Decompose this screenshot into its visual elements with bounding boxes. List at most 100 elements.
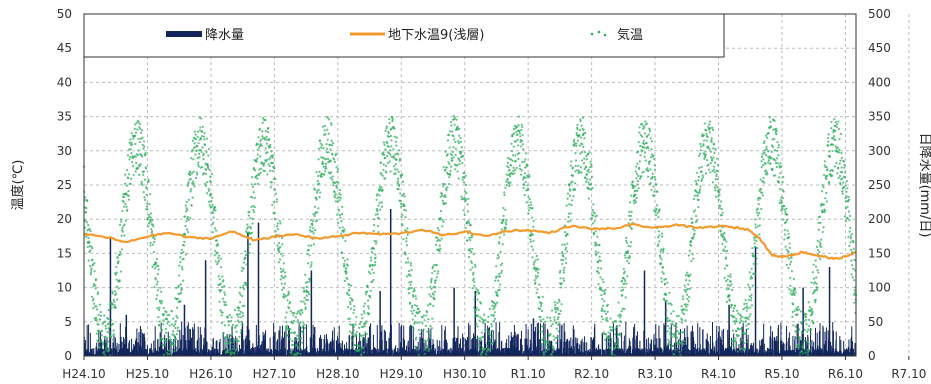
air-temp-point <box>473 263 477 266</box>
air-temp-point <box>657 243 660 246</box>
air-temp-point <box>559 309 562 313</box>
air-temp-point <box>202 172 206 175</box>
air-temp-point <box>626 275 629 278</box>
air-temp-point <box>285 321 288 324</box>
air-temp-point <box>492 314 495 318</box>
air-temp-point <box>678 331 681 335</box>
air-temp-point <box>630 227 633 231</box>
air-temp-point <box>457 139 460 143</box>
air-temp-point <box>331 175 334 178</box>
air-temp-point <box>369 296 372 299</box>
air-temp-point <box>586 152 590 156</box>
air-temp-point <box>525 165 528 168</box>
air-temp-point <box>606 335 609 338</box>
air-temp-point <box>467 255 471 259</box>
air-temp-point <box>547 348 550 351</box>
air-temp-point <box>615 325 618 329</box>
air-temp-point <box>428 293 431 296</box>
air-temp-point <box>549 332 552 336</box>
air-temp-point <box>95 305 98 308</box>
air-temp-point <box>608 346 612 350</box>
air-temp-point <box>213 254 216 257</box>
air-temp-point <box>424 324 427 327</box>
air-temp-point <box>662 272 665 275</box>
air-temp-point <box>563 279 566 282</box>
air-temp-point <box>251 185 255 189</box>
air-temp-point <box>311 224 314 227</box>
air-temp-point <box>590 163 593 166</box>
air-temp-point <box>656 190 659 193</box>
air-temp-point <box>539 305 543 308</box>
air-temp-point <box>354 343 357 347</box>
air-temp-point <box>266 173 269 176</box>
air-temp-point <box>418 310 421 313</box>
air-temp-point <box>131 165 135 168</box>
air-temp-point <box>486 320 490 324</box>
air-temp-point <box>93 261 96 265</box>
air-temp-point <box>369 272 372 275</box>
air-temp-point <box>655 214 658 217</box>
air-temp-point <box>111 290 114 293</box>
air-temp-point <box>460 150 463 154</box>
air-temp-point <box>123 205 126 208</box>
air-temp-point <box>448 175 451 179</box>
air-temp-point <box>520 128 523 132</box>
air-temp-point <box>222 279 225 282</box>
air-temp-point <box>132 173 135 176</box>
air-temp-point <box>632 184 635 187</box>
air-temp-point <box>467 197 470 200</box>
air-temp-point <box>99 314 103 317</box>
air-temp-point <box>458 159 461 163</box>
air-temp-point <box>682 298 685 301</box>
air-temp-point <box>141 183 144 187</box>
air-temp-point <box>173 335 176 338</box>
air-temp-point <box>464 190 467 193</box>
air-temp-point <box>159 339 162 342</box>
air-temp-point <box>553 338 556 341</box>
air-temp-point <box>210 205 213 208</box>
air-temp-point <box>680 321 684 324</box>
air-temp-point <box>474 293 477 296</box>
air-temp-point <box>630 241 633 244</box>
air-temp-point <box>361 317 364 320</box>
air-temp-point <box>214 260 217 263</box>
air-temp-point <box>324 162 328 165</box>
air-temp-point <box>190 172 194 175</box>
air-temp-point <box>589 178 592 181</box>
air-temp-point <box>181 266 184 269</box>
air-temp-point <box>211 196 214 199</box>
air-temp-point <box>143 178 147 181</box>
air-temp-point <box>562 255 565 258</box>
air-temp-point <box>223 291 226 294</box>
air-temp-point <box>183 240 186 244</box>
air-temp-point <box>386 142 389 145</box>
air-temp-point <box>335 152 338 156</box>
air-temp-point <box>238 335 241 338</box>
air-temp-point <box>430 287 433 290</box>
air-temp-point <box>600 309 603 312</box>
air-temp-point <box>437 270 440 273</box>
air-temp-point <box>682 312 686 316</box>
air-temp-point <box>352 311 355 314</box>
air-temp-point <box>418 321 421 324</box>
air-temp-point <box>436 272 439 275</box>
air-temp-point <box>179 256 182 259</box>
air-temp-point <box>182 257 185 260</box>
air-temp-point <box>508 169 511 172</box>
air-temp-point <box>441 225 444 228</box>
air-temp-point <box>391 119 394 123</box>
air-temp-point <box>189 177 192 180</box>
air-temp-point <box>482 321 485 325</box>
air-temp-point <box>444 150 447 153</box>
air-temp-point <box>619 320 623 324</box>
air-temp-point <box>389 153 392 156</box>
air-temp-point <box>637 174 640 177</box>
air-temp-point <box>612 337 615 340</box>
air-temp-point <box>260 162 264 165</box>
air-temp-point <box>495 275 498 278</box>
air-temp-point <box>452 146 455 149</box>
air-temp-point <box>107 317 110 321</box>
air-temp-point <box>355 334 358 338</box>
air-temp-point <box>658 234 661 237</box>
air-temp-point <box>639 144 642 148</box>
